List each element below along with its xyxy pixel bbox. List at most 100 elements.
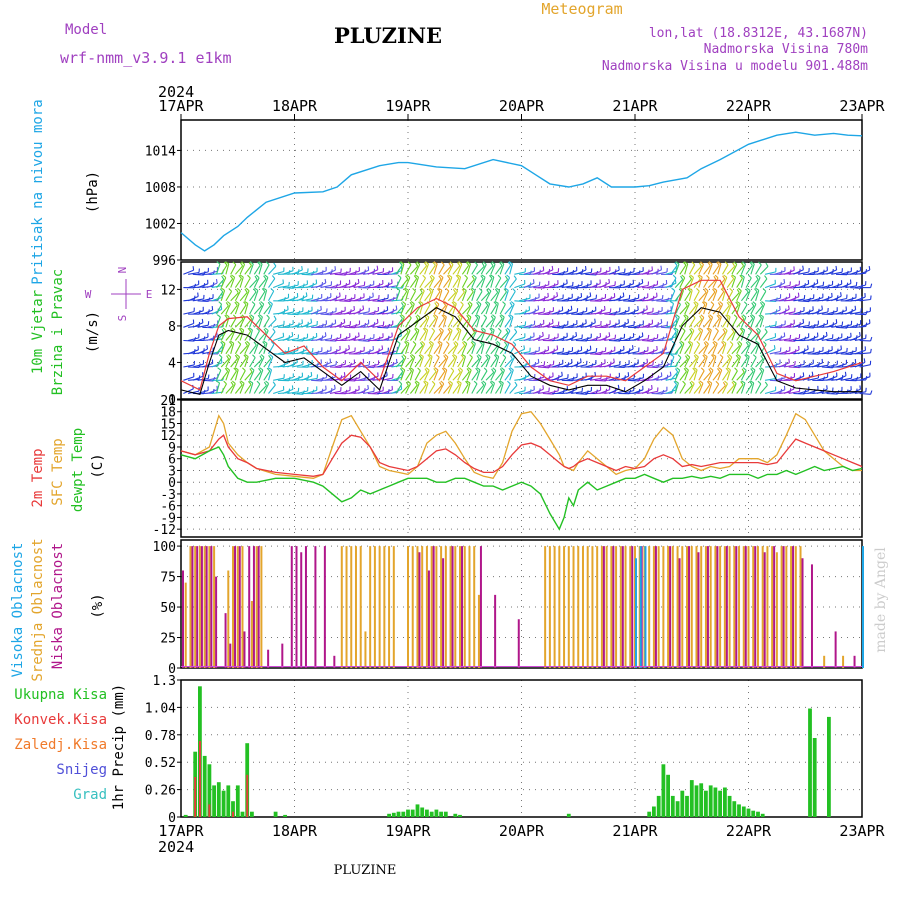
y-tick-label: 25 xyxy=(160,632,176,647)
wind-barb xyxy=(329,349,341,355)
precip-total-bar xyxy=(756,811,760,817)
wind-barb xyxy=(859,364,871,368)
wind-barb-flag xyxy=(764,275,768,280)
wind-barb xyxy=(693,303,699,315)
wind-barb xyxy=(433,316,439,328)
wind-barb-flag xyxy=(735,354,740,359)
wind-barb xyxy=(310,350,322,355)
panel-frame xyxy=(180,119,863,261)
time-label-bottom: 18APR xyxy=(272,822,318,840)
wind-barb xyxy=(509,356,515,368)
wind-barb-flag xyxy=(439,274,444,278)
wind-barb-flag xyxy=(717,314,722,318)
wind-barb xyxy=(344,350,356,355)
wind-barb-flag xyxy=(681,327,686,332)
wind-barb xyxy=(225,303,231,315)
precip-total-bar xyxy=(439,811,443,817)
wind-barb-flag xyxy=(495,341,499,346)
wind-barb xyxy=(400,291,408,302)
wind-barb-flag xyxy=(443,355,447,360)
wind-barb xyxy=(504,330,511,341)
wind-barb-flag xyxy=(660,318,663,324)
wind-barb xyxy=(438,305,447,315)
wind-barb xyxy=(395,358,405,368)
precip-total-bar xyxy=(680,790,685,817)
wind-barb xyxy=(826,322,837,328)
wind-barb-flag xyxy=(265,380,269,385)
wind-barb xyxy=(230,317,237,328)
wind-barb xyxy=(533,364,545,368)
precip-total-bar xyxy=(202,755,207,817)
wind-barb xyxy=(253,277,260,288)
wind-barb-flag xyxy=(230,381,234,386)
wind-barb xyxy=(480,383,487,394)
wind-barb-flag xyxy=(468,301,473,305)
wind-barb xyxy=(778,362,790,368)
wind-barb xyxy=(466,382,471,394)
wind-barb xyxy=(495,265,503,275)
wind-barb-flag xyxy=(661,295,664,300)
wind-barb-flag xyxy=(723,327,728,332)
wind-barb-flag xyxy=(509,302,513,307)
wind-barb-flag xyxy=(500,314,505,318)
wind-barb xyxy=(391,388,402,395)
wind-barb xyxy=(452,356,458,368)
temp2m-label: 2m Temp xyxy=(30,448,46,507)
wind-barb-flag xyxy=(423,327,428,331)
wind-barb-flag xyxy=(459,367,463,371)
wind-barb xyxy=(249,344,257,355)
wind-barb xyxy=(688,290,693,301)
wind-barb-flag xyxy=(870,336,873,342)
wind-barb xyxy=(736,290,742,302)
wind-barb-flag xyxy=(716,261,720,266)
pressure-label: Pritisak na nivou mora xyxy=(30,99,46,284)
wind-barb xyxy=(755,370,763,381)
wind-barb xyxy=(462,305,471,315)
wind-barb-flag xyxy=(725,314,729,319)
y-tick-label: -12 xyxy=(153,523,176,538)
y-tick-label: -6 xyxy=(160,500,176,515)
wind-barb xyxy=(358,388,369,395)
wind-barb xyxy=(608,311,620,315)
wind-barb-flag xyxy=(870,295,872,300)
wind-barb xyxy=(712,330,719,341)
wind-barb-flag xyxy=(689,328,693,333)
wind-barb xyxy=(433,263,438,275)
wind-barb xyxy=(670,277,677,288)
wind-barb-flag xyxy=(710,301,715,305)
y-tick-label: 18 xyxy=(160,406,176,421)
wind-barb xyxy=(604,362,615,368)
y-tick-label: 1014 xyxy=(145,144,176,159)
wind-barb xyxy=(726,265,736,275)
wind-barb-flag xyxy=(257,261,261,266)
wind-barb xyxy=(835,351,847,355)
wind-barb xyxy=(329,272,341,275)
wind-barb xyxy=(542,269,554,275)
wind-barb-flag xyxy=(676,367,681,371)
wind-barb xyxy=(504,317,512,328)
mid-cloud-label: Srednja Oblacnost xyxy=(30,538,46,681)
wind-barb xyxy=(277,285,289,289)
wind-barb-flag xyxy=(324,278,327,283)
wind-barb xyxy=(740,357,748,368)
wind-barb-flag xyxy=(749,314,754,319)
wind-barb-flag xyxy=(706,381,711,385)
wind-barb xyxy=(840,324,852,328)
wind-barb xyxy=(707,370,714,381)
wind-barb-flag xyxy=(431,380,436,385)
wind-barb xyxy=(707,357,715,368)
wind-barb xyxy=(211,362,223,368)
wind-barb xyxy=(670,343,676,355)
model-label: Model xyxy=(65,22,107,38)
wind-barb-flag xyxy=(340,268,342,273)
wind-barb xyxy=(717,332,726,341)
wind-barb-flag xyxy=(261,288,266,292)
wind-barb xyxy=(712,318,720,328)
wind-barb-flag xyxy=(244,341,248,346)
wind-barb xyxy=(234,343,242,355)
wind-barb xyxy=(310,309,322,315)
wind-barb xyxy=(239,370,246,381)
wind-barb xyxy=(518,375,530,381)
wind-barb-flag xyxy=(215,380,220,384)
wind-barb xyxy=(291,364,304,368)
